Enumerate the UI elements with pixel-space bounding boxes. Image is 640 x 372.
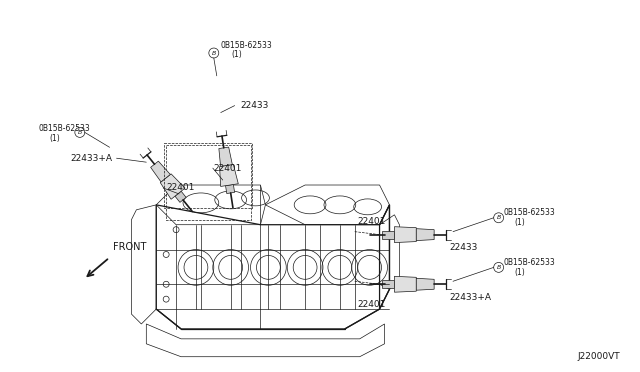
Text: B: B [497,265,500,270]
Text: 0B15B-62533: 0B15B-62533 [38,124,90,133]
Text: (1): (1) [49,134,60,143]
Text: 0B15B-62533: 0B15B-62533 [221,41,273,49]
Text: 22433+A: 22433+A [70,154,112,163]
Polygon shape [219,147,232,166]
Text: (1): (1) [515,268,525,277]
Text: 22401: 22401 [358,217,386,226]
Polygon shape [394,227,416,243]
Text: (1): (1) [515,218,525,227]
Text: 22401: 22401 [166,183,195,192]
Polygon shape [381,280,394,288]
Text: 22401: 22401 [214,164,242,173]
Polygon shape [394,276,416,292]
Text: 22433+A: 22433+A [449,293,491,302]
Polygon shape [381,231,394,238]
Polygon shape [150,161,170,182]
Polygon shape [225,185,235,193]
Text: 22433: 22433 [241,101,269,110]
Polygon shape [220,164,238,186]
Bar [164,143,252,208]
Text: (1): (1) [232,51,243,60]
Text: 22433: 22433 [449,243,477,252]
Polygon shape [175,191,186,202]
Polygon shape [416,278,434,290]
Text: 22401: 22401 [358,299,386,309]
Text: 0B15B-62533: 0B15B-62533 [504,258,556,267]
Text: B: B [497,215,500,220]
Text: J22000VT: J22000VT [577,352,620,361]
Text: B: B [212,51,216,55]
Text: FRONT: FRONT [113,243,146,253]
Polygon shape [416,229,434,241]
Text: 0B15B-62533: 0B15B-62533 [504,208,556,217]
Polygon shape [160,174,185,199]
Text: B: B [77,130,82,135]
